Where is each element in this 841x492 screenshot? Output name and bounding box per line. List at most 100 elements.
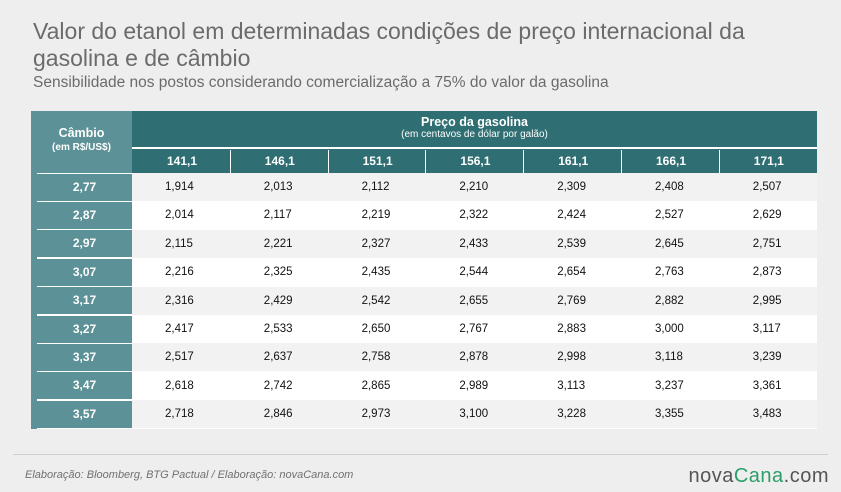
table-cell: 2,435 [361, 266, 391, 279]
column-divider [327, 150, 329, 173]
page-title: Valor do etanol em determinadas condiçõe… [33, 18, 745, 71]
column-header: 141,1 [167, 154, 198, 168]
table-cell: 2,873 [752, 266, 782, 279]
table-cell: 2,527 [655, 209, 684, 222]
table-cell: 2,882 [655, 294, 684, 307]
table-cell: 2,865 [361, 379, 391, 392]
table-cell: 2,325 [263, 266, 293, 279]
table-cell: 3,000 [655, 323, 684, 335]
table-cell: 2,210 [459, 181, 489, 193]
logo-part-dotcom: .com [783, 465, 829, 487]
row-band [132, 400, 817, 429]
row-label: 2,77 [37, 173, 132, 201]
table-cell: 2,533 [263, 323, 293, 335]
table-cell: 2,327 [361, 237, 391, 250]
table-cell: 3,117 [752, 323, 781, 335]
row-label: 3,17 [37, 287, 132, 315]
header-divider [132, 147, 817, 149]
row-label: 3,37 [37, 343, 132, 371]
table-cell: 3,483 [752, 408, 782, 421]
table-cell: 3,113 [557, 379, 586, 392]
table-cell: 2,507 [752, 181, 782, 193]
table-cell: 2,751 [752, 237, 782, 250]
table-cell: 2,112 [361, 181, 390, 193]
table-cell: 2,429 [263, 294, 293, 307]
row-label: 2,97 [37, 230, 132, 258]
page-subtitle: Sensibilidade nos postos considerando co… [33, 74, 609, 91]
logo-part-cana: Cana [733, 465, 784, 487]
column-divider [523, 150, 525, 173]
row-label: 3,27 [37, 315, 132, 343]
data-table: Câmbio (em R$/US$) Preço da gasolina (em… [31, 111, 817, 429]
table-cell: 2,221 [263, 237, 293, 250]
table-cell: 2,433 [459, 237, 489, 250]
row-band [132, 286, 817, 315]
table-cell: 2,995 [752, 294, 782, 307]
table-cell: 2,542 [361, 294, 391, 307]
table-cell: 3,118 [655, 351, 683, 364]
row-label-strip [31, 173, 37, 429]
source-note: Elaboração: Bloomberg, BTG Pactual / Ela… [25, 469, 354, 481]
table-cell: 2,424 [557, 209, 586, 222]
table-cell: 2,115 [165, 237, 193, 250]
logo-part-nova: nova [688, 465, 734, 487]
table-cell: 2,629 [752, 209, 782, 222]
table-cell: 3,361 [752, 379, 782, 392]
table-cell: 2,117 [263, 209, 292, 222]
table-cell: 2,742 [263, 379, 293, 392]
table-cell: 3,237 [655, 379, 684, 392]
table-cell: 2,998 [557, 351, 586, 364]
column-header: 161,1 [558, 154, 589, 168]
column-divider [229, 150, 231, 173]
table-cell: 2,316 [165, 294, 194, 307]
table-cell: 2,758 [361, 351, 391, 364]
table-cell: 2,878 [459, 351, 489, 364]
table-cell: 2,769 [557, 294, 586, 307]
column-divider [425, 150, 427, 173]
table-cell: 2,219 [361, 209, 391, 222]
row-band [132, 173, 817, 201]
column-header-title: Preço da gasolina [421, 115, 528, 129]
table-cell: 2,654 [557, 266, 586, 279]
table-cell: 2,539 [557, 237, 586, 250]
row-band [132, 229, 817, 258]
row-header-cell: Câmbio (em R$/US$) [31, 111, 132, 173]
table-cell: 3,228 [557, 408, 586, 421]
table-cell: 2,883 [557, 323, 586, 335]
table-cell: 2,408 [655, 181, 684, 193]
table-cell: 3,239 [752, 351, 782, 364]
table-cell: 2,650 [361, 323, 391, 335]
row-header-unit: (em R$/US$) [52, 142, 111, 153]
table-cell: 2,767 [459, 323, 489, 335]
table-cell: 2,322 [459, 209, 489, 222]
row-label: 3,47 [37, 372, 132, 400]
table-cell: 2,618 [165, 379, 194, 392]
row-band [132, 343, 817, 372]
column-header: 156,1 [460, 154, 491, 168]
table-cell: 2,645 [655, 237, 684, 250]
column-header: 151,1 [362, 154, 393, 168]
footer-divider [13, 454, 828, 455]
column-header-unit: (em centavos de dólar por galão) [401, 129, 548, 140]
table-cell: 2,846 [263, 408, 293, 421]
row-label: 2,87 [37, 201, 132, 229]
table-cell: 2,718 [165, 408, 194, 421]
table-cell: 2,989 [459, 379, 489, 392]
novacana-logo: novaCana.com [688, 465, 829, 488]
table-cell: 3,100 [459, 408, 489, 421]
table-cell: 2,973 [361, 408, 391, 421]
table-cell: 2,655 [459, 294, 489, 307]
table-cell: 2,309 [557, 181, 586, 193]
column-header: 166,1 [656, 154, 687, 168]
table-cell: 2,417 [165, 323, 194, 335]
column-header: 171,1 [753, 154, 784, 168]
column-header: 146,1 [264, 154, 295, 168]
table-cell: 2,216 [165, 266, 194, 279]
column-divider [621, 150, 622, 173]
table-cell: 2,014 [165, 209, 194, 222]
row-label: 3,57 [37, 400, 132, 428]
table-cell: 2,013 [263, 181, 293, 193]
column-header-group: Preço da gasolina (em centavos de dólar … [132, 111, 817, 173]
table-cell: 2,517 [165, 351, 194, 364]
table-cell: 2,544 [459, 266, 489, 279]
